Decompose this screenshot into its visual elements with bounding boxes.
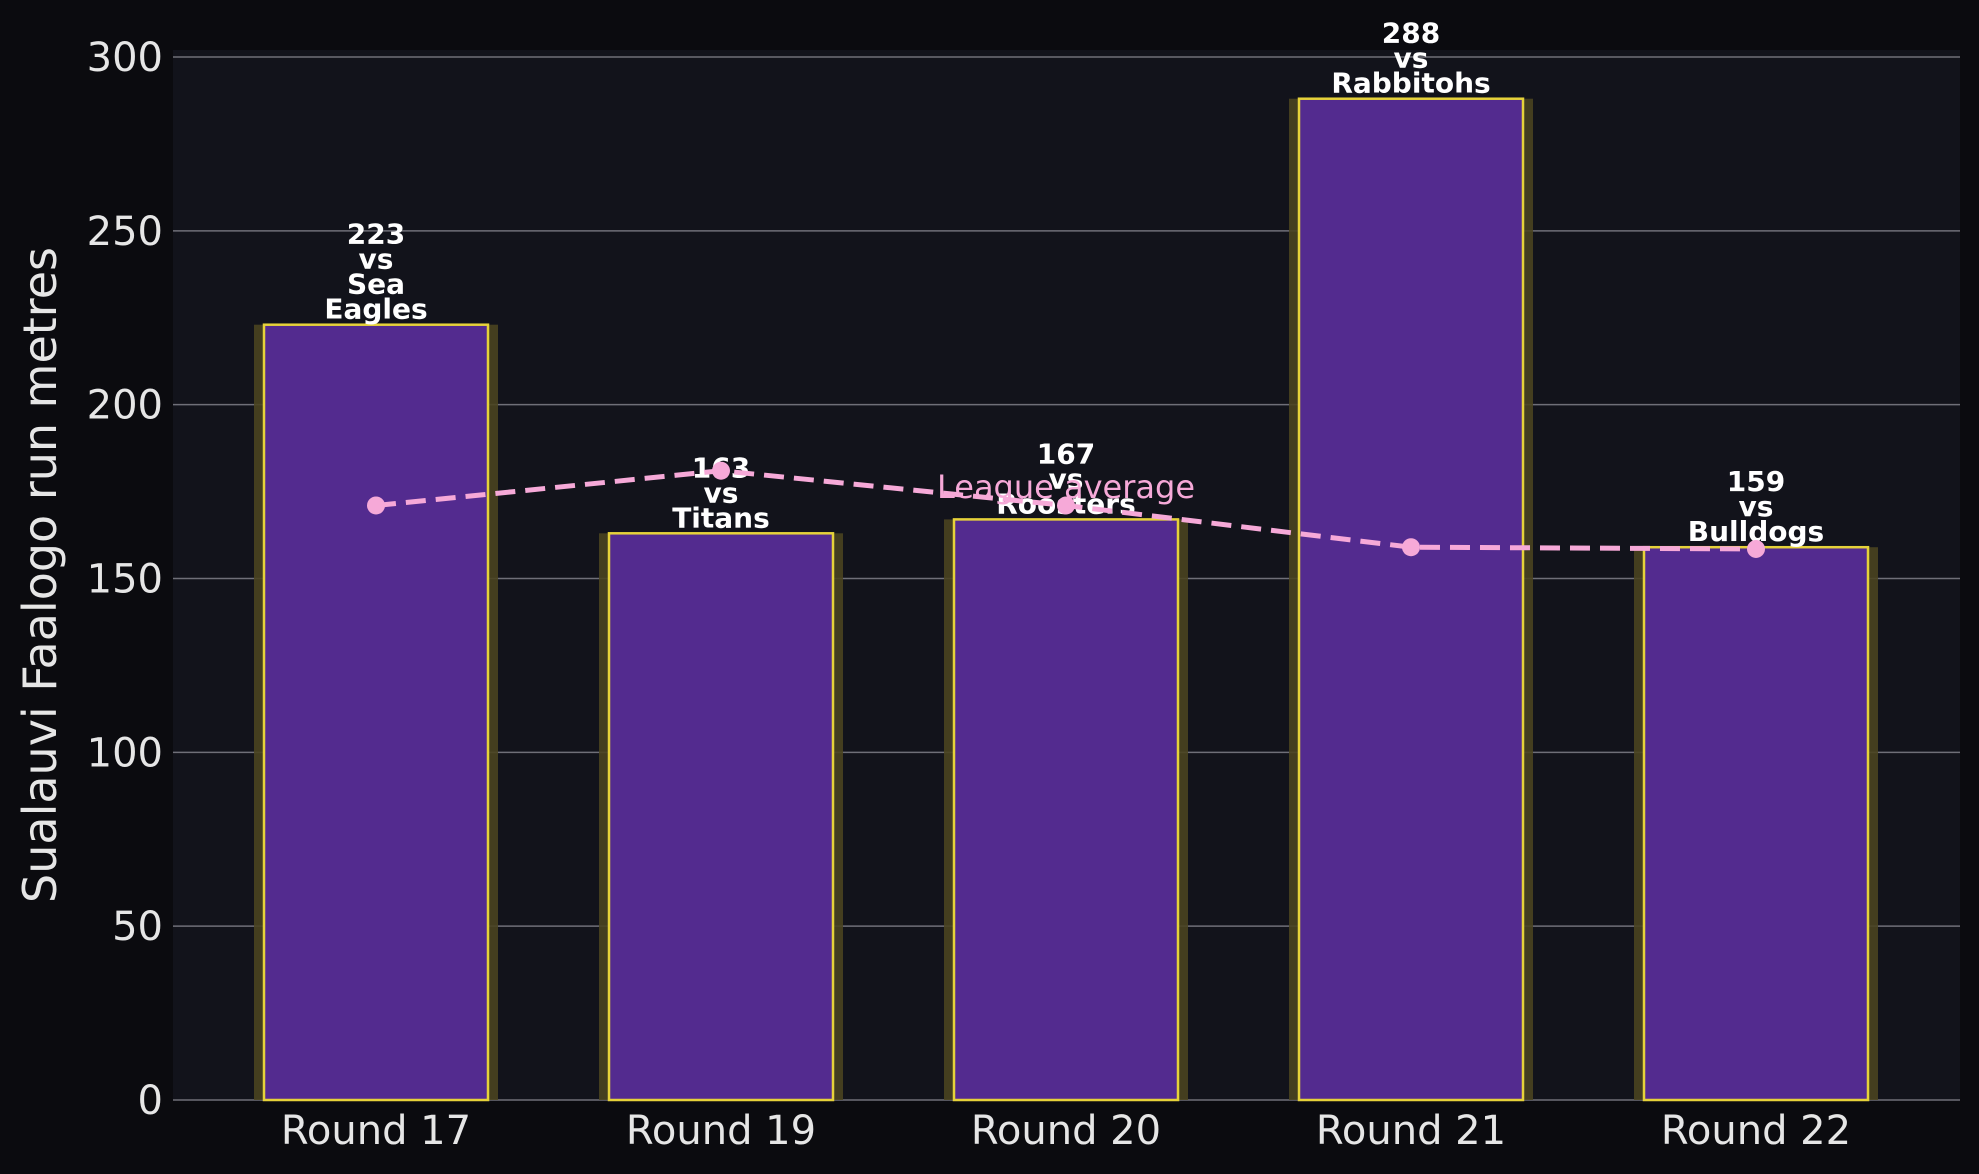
y-tick-label: 0 [138,1078,163,1124]
x-tick-label: Round 19 [626,1108,816,1154]
bar [1642,545,1870,1102]
y-axis-title: Sualauvi Faalogo run metres [13,247,67,903]
y-tick-label: 100 [87,730,163,776]
y-tick-label: 300 [87,35,163,81]
bar-data-label: Titans [672,501,770,534]
bar-data-label: vs [359,243,394,276]
league-average-point [1057,496,1075,515]
bar [262,323,490,1102]
y-tick-label: 250 [87,209,163,255]
y-tick-label: 200 [87,383,163,429]
x-tick-label: Round 21 [1316,1108,1506,1154]
bar-data-label: Eagles [324,293,427,326]
bar-data-label: Rabbitohs [1331,67,1490,100]
bar-data-label: 159 [1727,465,1785,498]
x-tick-label: Round 22 [1661,1108,1851,1154]
league-average-label: League average [937,468,1195,506]
bar-data-label: Sea [347,268,405,301]
bar [607,532,835,1102]
league-average-point [1402,538,1420,557]
bar-data-label: 167 [1037,437,1095,470]
league-average-point [1747,539,1765,558]
bar-data-label: vs [1394,42,1429,75]
bar-data-label: vs [704,476,739,509]
x-tick-label: Round 17 [281,1108,471,1154]
bar-data-label: 288 [1382,17,1440,50]
x-tick-label: Round 20 [971,1108,1161,1154]
y-tick-label: 150 [87,557,163,603]
y-tick-label: 50 [112,904,163,950]
bar [1297,97,1525,1102]
bar [952,518,1180,1102]
bar-data-label: vs [1049,462,1084,495]
league-average-point [367,496,385,515]
bar-data-label: 223 [347,218,405,251]
league-average-point [712,461,730,480]
bar-data-label: vs [1739,490,1774,523]
